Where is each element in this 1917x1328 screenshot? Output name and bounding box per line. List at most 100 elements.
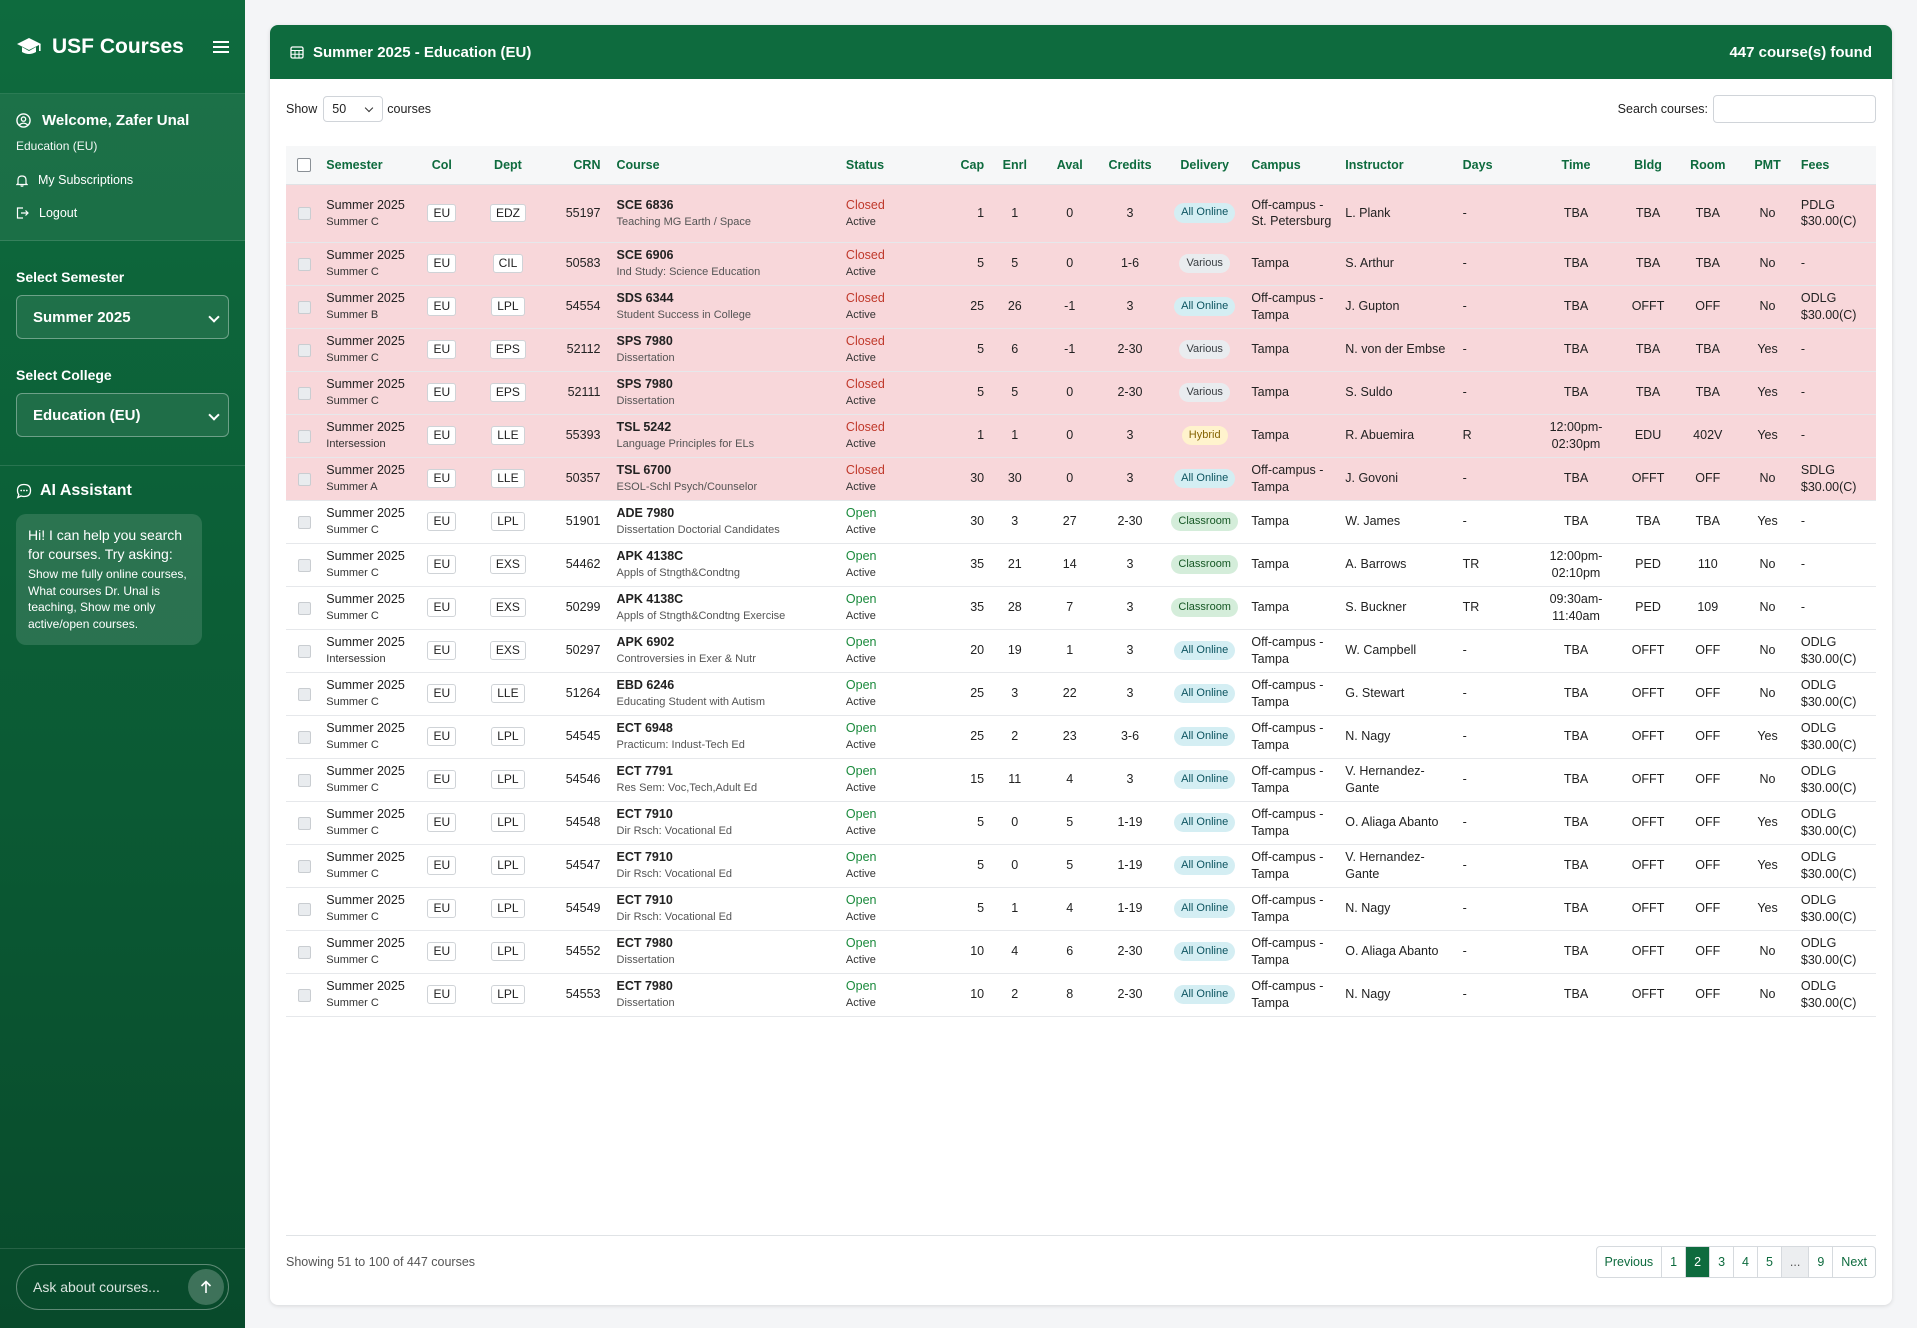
select-all-header[interactable] (286, 146, 323, 185)
column-header[interactable]: Time (1533, 146, 1619, 185)
page-button[interactable]: 1 (1661, 1246, 1685, 1277)
row-select-cell[interactable] (286, 586, 323, 630)
row-select-cell[interactable] (286, 930, 323, 974)
select-all-checkbox[interactable] (297, 158, 312, 173)
table-row[interactable]: Summer 2025 Summer C EU LPL 54546 ECT 7791 Res… (286, 758, 1876, 802)
column-header[interactable]: Semester (322, 146, 410, 185)
previous-page-button[interactable]: Previous (1604, 1254, 1654, 1269)
row-select-cell[interactable] (286, 242, 323, 286)
table-row[interactable]: Summer 2025 Intersession EU EXS 50297 APK 690… (286, 629, 1876, 673)
course-code[interactable]: SPS 7980 (616, 334, 673, 349)
row-checkbox[interactable] (297, 902, 311, 916)
row-select-cell[interactable] (286, 672, 323, 716)
row-select-cell[interactable] (286, 543, 323, 587)
row-checkbox[interactable] (297, 429, 311, 443)
table-row[interactable]: Summer 2025 Summer C EU LPL 54552 ECT 7980 Dis… (286, 930, 1876, 974)
course-code[interactable]: APK 4138C (616, 592, 684, 607)
course-code[interactable]: SDS 6344 (616, 291, 674, 306)
row-checkbox[interactable] (297, 687, 311, 701)
row-checkbox[interactable] (297, 472, 311, 486)
hamburger-menu-icon[interactable] (213, 40, 229, 53)
table-row[interactable]: Summer 2025 Summer C EU LPL 51901 ADE 7980 Dis… (286, 500, 1876, 544)
row-checkbox[interactable] (297, 730, 311, 744)
column-header[interactable]: Course (612, 146, 842, 185)
row-checkbox[interactable] (297, 773, 311, 787)
table-row[interactable]: Summer 2025 Summer C EU LPL 54549 ECT 7910 Dir… (286, 887, 1876, 931)
row-checkbox[interactable] (297, 945, 311, 959)
table-row[interactable]: Summer 2025 Intersession EU LLE 55393 TSL 524… (286, 414, 1876, 458)
page-button[interactable]: 9 (1808, 1246, 1832, 1277)
table-row[interactable]: Summer 2025 Summer C EU EPS 52112 SPS 7980 Dis… (286, 328, 1876, 372)
row-checkbox[interactable] (297, 343, 311, 357)
table-row[interactable]: Summer 2025 Summer C EU LLE 51264 EBD 6246 Edu… (286, 672, 1876, 716)
row-checkbox[interactable] (297, 558, 311, 572)
course-code[interactable]: ECT 7980 (616, 936, 673, 951)
row-select-cell[interactable] (286, 715, 323, 759)
column-header[interactable]: PMT (1738, 146, 1797, 185)
column-header[interactable]: Days (1458, 146, 1534, 185)
table-row[interactable]: Summer 2025 Summer C EU EDZ 55197 SCE 6836 Tea… (286, 184, 1876, 243)
column-header[interactable]: Aval (1041, 146, 1098, 185)
row-checkbox[interactable] (297, 988, 311, 1002)
course-code[interactable]: SCE 6906 (616, 248, 674, 263)
page-button[interactable]: 3 (1709, 1246, 1733, 1277)
page-size-select[interactable]: 50 (323, 96, 384, 122)
row-select-cell[interactable] (286, 371, 323, 415)
column-header[interactable]: Enrl (988, 146, 1042, 185)
college-select[interactable]: Education (EU) (16, 393, 229, 437)
row-select-cell[interactable] (286, 328, 323, 372)
table-row[interactable]: Summer 2025 Summer C EU EXS 54462 APK 4138C Ap… (286, 543, 1876, 587)
column-header[interactable]: Room (1677, 146, 1739, 185)
row-checkbox[interactable] (297, 257, 311, 271)
course-code[interactable]: ECT 7791 (616, 764, 673, 779)
row-select-cell[interactable] (286, 844, 323, 888)
row-checkbox[interactable] (297, 386, 311, 400)
table-row[interactable]: Summer 2025 Summer C EU CIL 50583 SCE 6906 Ind… (286, 242, 1876, 286)
course-code[interactable]: SCE 6836 (616, 197, 674, 212)
row-checkbox[interactable] (297, 207, 311, 221)
row-select-cell[interactable] (286, 629, 323, 673)
table-row[interactable]: Summer 2025 Summer C EU LPL 54548 ECT 7910 Dir… (286, 801, 1876, 845)
row-checkbox[interactable] (297, 644, 311, 658)
column-header[interactable]: Cap (929, 146, 989, 185)
row-checkbox[interactable] (297, 601, 311, 615)
page-button[interactable]: 5 (1756, 1246, 1781, 1277)
course-code[interactable]: TSL 5242 (616, 420, 672, 435)
column-header[interactable]: Delivery (1162, 146, 1248, 185)
column-header[interactable]: Instructor (1341, 146, 1459, 185)
row-checkbox[interactable] (297, 816, 311, 830)
table-row[interactable]: Summer 2025 Summer C EU EPS 52111 SPS 7980 Dis… (286, 371, 1876, 415)
course-code[interactable]: ECT 7980 (616, 979, 673, 994)
column-header[interactable]: Bldg (1618, 146, 1678, 185)
column-header[interactable]: Status (841, 146, 930, 185)
course-code[interactable]: ADE 7980 (616, 506, 675, 521)
send-button[interactable] (188, 1269, 224, 1305)
row-select-cell[interactable] (286, 184, 323, 243)
course-code[interactable]: TSL 6700 (616, 463, 672, 478)
row-select-cell[interactable] (286, 457, 323, 501)
course-code[interactable]: EBD 6246 (616, 678, 675, 693)
row-checkbox[interactable] (297, 515, 311, 529)
column-header[interactable]: Campus (1247, 146, 1342, 185)
column-header[interactable]: Credits (1098, 146, 1163, 185)
row-checkbox[interactable] (297, 300, 311, 314)
table-row[interactable]: Summer 2025 Summer C EU LPL 54553 ECT 7980 Dis… (286, 973, 1876, 1017)
row-select-cell[interactable] (286, 414, 323, 458)
my-subscriptions-link[interactable]: My Subscriptions (16, 173, 229, 187)
next-page-button[interactable]: Next (1832, 1246, 1875, 1277)
row-checkbox[interactable] (297, 859, 311, 873)
course-code[interactable]: ECT 7910 (616, 807, 673, 822)
search-input[interactable] (1713, 95, 1876, 123)
course-code[interactable]: APK 4138C (616, 549, 684, 564)
ask-input[interactable]: Ask about courses... (16, 1264, 229, 1310)
course-code[interactable]: SPS 7980 (616, 377, 673, 392)
table-row[interactable]: Summer 2025 Summer C EU EXS 50299 APK 4138C Ap… (286, 586, 1876, 630)
course-code[interactable]: ECT 6948 (616, 721, 673, 736)
table-row[interactable]: Summer 2025 Summer A EU LLE 50357 TSL 6700 ESO… (286, 457, 1876, 501)
table-row[interactable]: Summer 2025 Summer C EU LPL 54547 ECT 7910 Dir… (286, 844, 1876, 888)
column-header[interactable]: CRN (542, 146, 613, 185)
row-select-cell[interactable] (286, 801, 323, 845)
page-button[interactable]: 2 (1685, 1246, 1710, 1277)
row-select-cell[interactable] (286, 758, 323, 802)
logout-link[interactable]: Logout (16, 206, 229, 220)
